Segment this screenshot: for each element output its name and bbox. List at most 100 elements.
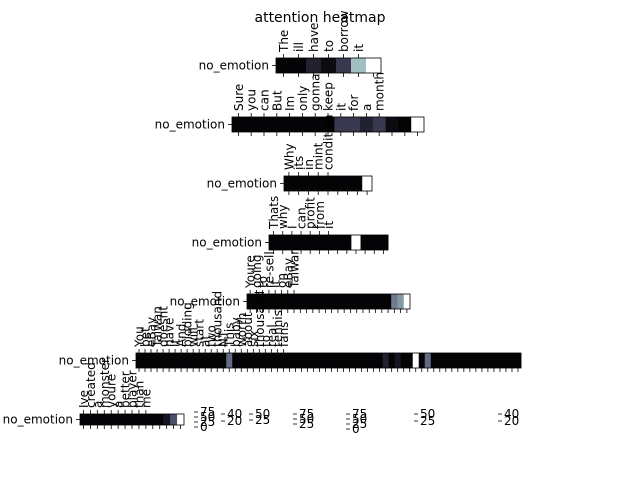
heatmap-cell: [430, 353, 438, 368]
heatmap-cell: [280, 353, 287, 368]
heatmap-cell: [472, 353, 480, 368]
heatmap-row: no_emotion The ill have to borrow it: [199, 10, 382, 77]
heatmap-cell: [293, 176, 304, 191]
heatmap-cell: [283, 117, 297, 132]
token-label: gonna: [309, 73, 323, 111]
heatmap-cell: [214, 353, 221, 368]
heatmap-cell: [347, 117, 361, 132]
token-label: will: [187, 327, 201, 347]
token-label: fans: [277, 322, 291, 347]
token-label: to: [322, 40, 336, 52]
heatmap-cell: [323, 176, 334, 191]
heatmap-cell: [346, 353, 353, 368]
heatmap-cell: [366, 58, 382, 73]
heatmap-cell: [154, 353, 161, 368]
token-label: in: [302, 159, 316, 170]
colorbar-tick-label: 0: [352, 422, 360, 436]
heatmap-cell: [250, 353, 257, 368]
heatmap-cell: [177, 414, 185, 425]
heatmap-cell: [314, 235, 325, 250]
heatmap-cell: [328, 353, 335, 368]
heatmap-cell: [135, 414, 143, 425]
heatmap-cell: [442, 353, 450, 368]
heatmap-cell: [244, 353, 251, 368]
token-label: have: [163, 318, 177, 347]
token-label: it: [334, 103, 348, 111]
token-label: youre: [105, 374, 119, 408]
token-label: it: [322, 221, 336, 229]
heatmap-cell: [333, 235, 343, 250]
token-label: a: [112, 401, 126, 408]
heatmap-cell: [340, 353, 347, 368]
token-label: Ive: [77, 390, 91, 408]
token-label: it: [269, 280, 283, 288]
token-label: worth: [235, 313, 249, 347]
token-label: You: [133, 326, 147, 348]
token-label: only: [296, 86, 310, 111]
token-label: keep: [322, 82, 336, 111]
heatmap-cell: [316, 353, 323, 368]
heatmap-cell: [369, 235, 380, 250]
colorbar-tick-label: 25: [200, 415, 215, 429]
row-label: no_emotion: [192, 236, 262, 250]
heatmap-row: no_emotion YoubeteBayTaiwandoesnthaveitAn…: [59, 291, 522, 372]
row-label: no_emotion: [3, 413, 73, 427]
heatmap-cell: [196, 353, 203, 368]
token-label: going: [250, 254, 264, 288]
colorbar-tick-label: 0: [200, 420, 208, 434]
token-label: than: [132, 381, 146, 408]
token-label: real: [265, 324, 279, 347]
heatmap-cell: [353, 294, 361, 309]
heatmap-cell: [238, 353, 245, 368]
heatmap-cell: [303, 294, 311, 309]
heatmap-cell: [411, 117, 425, 132]
token-label: ill: [292, 42, 306, 52]
heatmap-cell: [397, 294, 405, 309]
heatmap-row: no_emotion Youregoingtore-sellitoneBayTai…: [170, 247, 411, 313]
colorbar-tick-label: 25: [299, 417, 314, 431]
heatmap-cell: [384, 294, 392, 309]
token-label: two: [205, 325, 219, 347]
heatmap-cell: [334, 117, 348, 132]
token-label: why: [276, 204, 290, 229]
token-label: for: [347, 94, 361, 111]
heatmap-cell: [334, 294, 342, 309]
token-label: Sure: [232, 84, 246, 111]
heatmap-cell: [298, 353, 305, 368]
token-label: you: [245, 89, 259, 111]
heatmap-cell: [315, 294, 323, 309]
token-label: it: [352, 44, 366, 52]
heatmap-cell: [296, 117, 310, 132]
heatmap-cell: [332, 176, 344, 191]
token-label: profit: [304, 197, 318, 229]
heatmap-cell: [296, 235, 306, 250]
heatmap-cell: [322, 294, 329, 309]
heatmap-cell: [93, 414, 102, 425]
token-label: baby: [229, 317, 243, 347]
colorbar-tick-label: 50: [200, 410, 215, 424]
token-label: This: [223, 322, 237, 348]
colorbar-tick-label: 20: [227, 414, 242, 428]
colorbar-tick-label: 50: [255, 407, 270, 421]
heatmap-cell: [382, 353, 390, 368]
token-label: have: [307, 23, 321, 52]
heatmap-cell: [292, 353, 299, 368]
heatmap-cell: [244, 117, 258, 132]
colorbar-tick-label: 50: [299, 412, 314, 426]
token-label: six: [247, 330, 261, 347]
heatmap-cell: [262, 353, 269, 368]
colorbar-tick-label: 25: [420, 414, 435, 428]
heatmap-cell: [257, 117, 271, 132]
token-label: it: [169, 339, 183, 347]
token-label: Taiwan: [288, 247, 302, 289]
token-label: The: [277, 30, 291, 53]
heatmap-cell: [310, 353, 317, 368]
heatmap-cell: [412, 353, 420, 368]
colorbar-tick-label: 50: [352, 412, 367, 426]
heatmap-cell: [322, 353, 329, 368]
token-label: re-sell: [262, 251, 276, 288]
colorbar-tick-label: 75: [352, 407, 367, 421]
